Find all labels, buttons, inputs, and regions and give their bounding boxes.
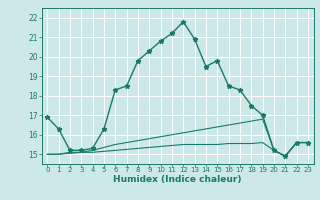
X-axis label: Humidex (Indice chaleur): Humidex (Indice chaleur) — [113, 175, 242, 184]
